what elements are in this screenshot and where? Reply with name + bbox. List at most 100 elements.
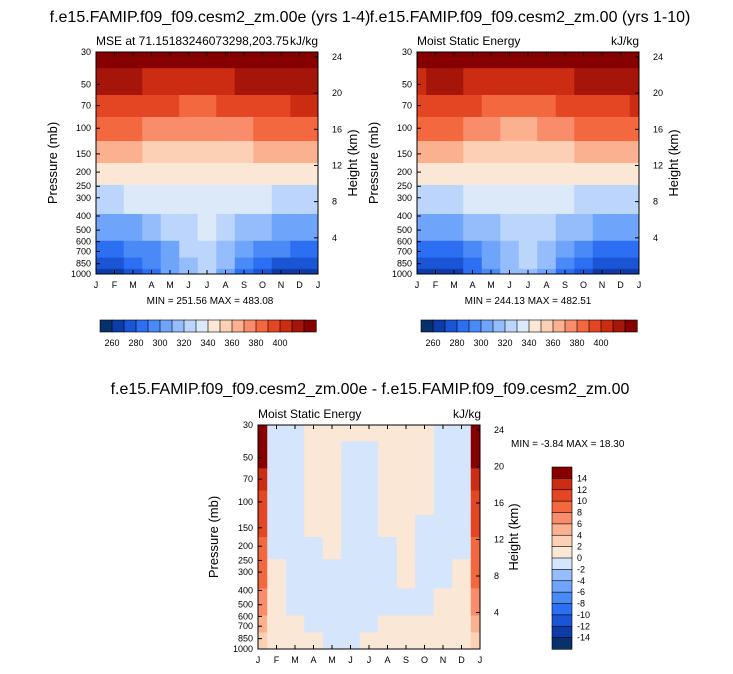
- panel-a-ylabel: Pressure (mb): [45, 122, 60, 204]
- panel-c-cell: [304, 441, 324, 469]
- panel-b-cell: [611, 116, 631, 142]
- panel-b-cell: [611, 52, 631, 69]
- panel-a-ylabel-right: Height (km): [345, 129, 360, 196]
- panel-b-cell: [574, 240, 594, 259]
- panel-b-colorbar-swatch: [480, 319, 494, 333]
- panel-a-height-tick-label: 24: [332, 52, 342, 62]
- panel-a-cell: [142, 240, 162, 259]
- panel-b-cell: [426, 240, 446, 259]
- panel-a-cell: [197, 257, 217, 270]
- panel-c-cell: [322, 615, 342, 634]
- panel-c-x-tick-label: J: [478, 655, 483, 665]
- panel-a-cell: [290, 240, 310, 259]
- panel-c-colorbar-label: -12: [577, 621, 590, 631]
- panel-a-cell: [271, 257, 291, 270]
- panel-b-cell: [611, 240, 631, 259]
- panel-b-cell: [555, 163, 575, 186]
- panel-b-colorbar-swatch: [456, 319, 470, 333]
- panel-c-cell: [322, 632, 342, 645]
- panel-b-title: f.e15.FAMIP.f09_f09.cesm2_zm.00 (yrs 1-1…: [370, 9, 691, 26]
- panel-c-colorbar-label: 0: [577, 553, 582, 563]
- panel-a-cell: [290, 52, 310, 69]
- panel-b-cell: [518, 240, 538, 259]
- panel-a-variable-label: MSE at 71.15183246073298,203.75: [96, 34, 289, 48]
- panel-c-cell: [267, 588, 287, 617]
- panel-c-cell: [452, 588, 472, 617]
- panel-b-y-tick-label: 100: [397, 123, 412, 133]
- panel-a-cell: [271, 52, 291, 69]
- panel-b-cell: [537, 163, 557, 186]
- panel-b-cell: [500, 94, 520, 118]
- panel-c-cell: [359, 425, 379, 442]
- panel-b-y-tick-label: 500: [397, 225, 412, 235]
- panel-a-y-tick-label: 70: [81, 101, 91, 111]
- panel-c-cell: [415, 425, 435, 442]
- panel-a-cell: [216, 257, 236, 270]
- panel-b-colorbar-swatch: [600, 319, 614, 333]
- panel-c-colorbar-swatch: [551, 637, 573, 650]
- panel-c-variable-label: Moist Static Energy: [258, 407, 361, 421]
- panel-b-colorbar-label: 380: [569, 338, 584, 348]
- panel-c-title: f.e15.FAMIP.f09_f09.cesm2_zm.00e - f.e15…: [111, 381, 630, 398]
- panel-a-cell: [308, 184, 318, 215]
- panel-c-cell: [433, 514, 453, 538]
- panel-c-cell: [378, 588, 398, 617]
- panel-a-y-tick-label: 850: [76, 259, 91, 269]
- panel-c-cell: [470, 643, 480, 649]
- panel-c-cell: [378, 490, 398, 516]
- panel-b-cell: [537, 116, 557, 142]
- panel-a-cell: [234, 116, 254, 142]
- panel-b-cell: [463, 141, 483, 164]
- panel-a-cell: [160, 213, 180, 242]
- panel-a-x-tick-label: D: [296, 280, 303, 290]
- panel-a-y-tick-label: 250: [76, 181, 91, 191]
- panel-a-cell: [253, 213, 273, 242]
- panel-a-cell: [105, 184, 125, 215]
- panel-b-cell: [500, 184, 520, 215]
- panel-c-cell: [415, 615, 435, 634]
- panel-c-cell: [304, 514, 324, 538]
- panel-c-cell: [396, 490, 416, 516]
- panel-b-cell: [629, 163, 639, 186]
- panel-c-cell: [415, 441, 435, 469]
- panel-a-cell: [197, 68, 217, 96]
- panel-c-cell: [452, 490, 472, 516]
- panel-a-title: f.e15.FAMIP.f09_f09.cesm2_zm.00e (yrs 1-…: [50, 9, 371, 26]
- panel-b-cell: [500, 68, 520, 96]
- panel-c-cell: [452, 425, 472, 442]
- panel-a-colorbar-swatch: [135, 319, 149, 333]
- panel-a-cell: [160, 116, 180, 142]
- panel-b-ylabel-right: Height (km): [666, 129, 681, 196]
- panel-a-cell: [271, 163, 291, 186]
- panel-a-heatmap: [96, 52, 318, 274]
- panel-a-cell: [290, 213, 310, 242]
- panel-b-cell: [574, 68, 594, 96]
- panel-c-min-max: MIN = -3.84 MAX = 18.30: [511, 439, 625, 450]
- panel-a-cell: [234, 141, 254, 164]
- panel-c-cell: [415, 632, 435, 645]
- panel-b-cell: [417, 141, 427, 164]
- panel-a-cell: [271, 213, 291, 242]
- panel-a-y-tick-label: 400: [76, 211, 91, 221]
- panel-b-heatmap: [417, 52, 639, 274]
- panel-a-colorbar-swatch: [99, 319, 113, 333]
- panel-c-cell: [452, 514, 472, 538]
- panel-c-cell: [433, 425, 453, 442]
- panel-b-cell: [592, 141, 612, 164]
- panel-c-cell: [470, 559, 480, 590]
- panel-b-colorbar-label: 320: [497, 338, 512, 348]
- panel-c-cell: [304, 468, 324, 492]
- panel-b-colorbar-label: 400: [593, 338, 608, 348]
- panel-c-cell: [304, 490, 324, 516]
- panel-c-cell: [396, 537, 416, 560]
- panel-a-cell: [234, 257, 254, 270]
- panel-a-cell: [216, 184, 236, 215]
- panel-c-cell: [396, 559, 416, 590]
- panel-b-cell: [500, 257, 520, 270]
- panel-b-colorbar-swatch: [540, 319, 554, 333]
- panel-c-y-tick-label: 70: [243, 474, 253, 484]
- panel-b-cell: [463, 240, 483, 259]
- panel-b-colorbar-swatch: [612, 319, 626, 333]
- panel-c-colorbar-label: 10: [577, 496, 587, 506]
- panel-c-colorbar-swatch: [551, 466, 573, 479]
